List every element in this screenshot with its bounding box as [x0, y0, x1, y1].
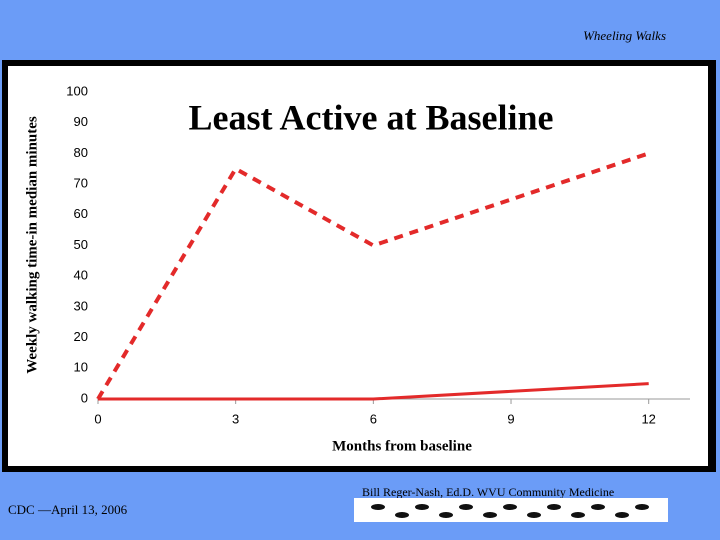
footprints	[371, 504, 649, 518]
x-tick-label: 6	[370, 411, 377, 426]
x-tick-label: 9	[507, 411, 514, 426]
series-line	[96, 151, 650, 401]
y-tick-label: 20	[74, 329, 88, 344]
x-tick-label: 3	[232, 411, 239, 426]
x-tick-label: 12	[641, 411, 655, 426]
footer-left: CDC —April 13, 2006	[8, 502, 128, 517]
y-tick-label: 50	[74, 237, 88, 252]
y-tick-label: 10	[74, 360, 88, 375]
y-tick-label: 70	[74, 176, 88, 191]
header: Wheeling Walks	[583, 28, 666, 43]
y-tick-label: 60	[74, 206, 88, 221]
x-axis-label: Months from baseline	[332, 438, 472, 454]
chart-title: Least Active at Baseline	[189, 97, 554, 137]
footer-right: Bill Reger-Nash, Ed.D. WVU Community Med…	[362, 485, 614, 499]
x-tick-label: 0	[94, 411, 101, 426]
y-tick-label: 80	[74, 145, 88, 160]
y-tick-label: 100	[66, 83, 88, 98]
y-tick-label: 90	[74, 114, 88, 129]
y-tick-label: 40	[74, 268, 88, 283]
y-axis-label: Weekly walking time-in median minutes	[24, 116, 40, 374]
y-tick-label: 0	[81, 390, 88, 405]
footprints-banner	[354, 498, 668, 522]
y-tick-label: 30	[74, 298, 88, 313]
banner	[354, 498, 668, 522]
series-line	[98, 382, 649, 401]
